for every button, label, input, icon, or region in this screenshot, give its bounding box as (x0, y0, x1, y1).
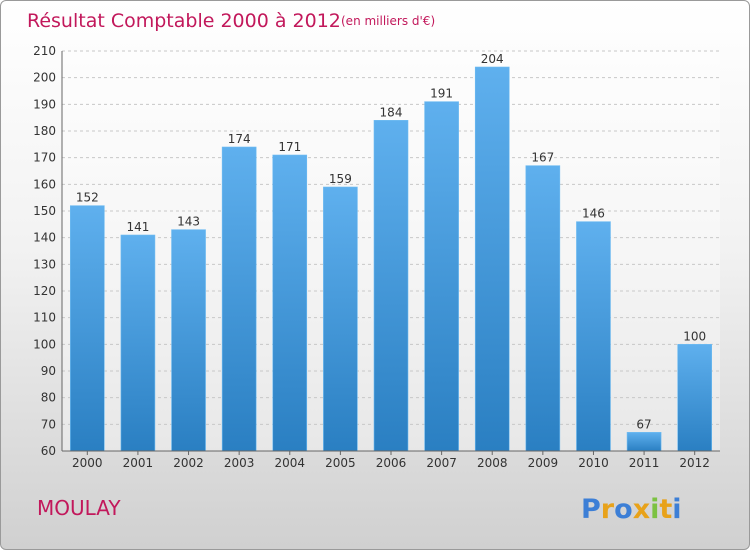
x-tick-label: 2001 (123, 456, 154, 470)
bar (221, 146, 257, 452)
x-tick-label: 2003 (224, 456, 255, 470)
x-tick-label: 2000 (72, 456, 103, 470)
y-tick-label: 200 (33, 71, 56, 85)
logo-letter: o (614, 494, 633, 525)
axis-layer: 60 70 80 90 100 110 120 130 140 150 160 170 180 190 20… (33, 44, 720, 470)
x-tick-label: 2006 (376, 456, 407, 470)
bar-layer: 152 141 143 174 171 159 184 191 204 167 146 67 100 (70, 52, 712, 452)
bar-value-label: 184 (380, 105, 403, 119)
logo-letter: i (650, 494, 659, 525)
chart-subtitle: (en milliers d'€) (341, 14, 435, 28)
bar-value-label: 143 (177, 215, 200, 229)
y-tick-label: 160 (33, 177, 56, 191)
commune-name: MOULAY (37, 496, 121, 520)
logo-letter: x (633, 494, 650, 525)
bar-value-label: 146 (582, 207, 605, 221)
bar (120, 234, 156, 452)
bar-value-label: 174 (228, 132, 251, 146)
y-tick-label: 100 (33, 337, 56, 351)
bar (424, 101, 459, 452)
y-tick-label: 190 (33, 97, 56, 111)
y-tick-label: 110 (33, 311, 56, 325)
bar (70, 205, 105, 452)
bar (626, 432, 662, 452)
y-tick-label: 170 (33, 151, 56, 165)
chart-title: Résultat Comptable 2000 à 2012 (27, 10, 341, 32)
bar-value-label: 171 (278, 140, 301, 154)
y-tick-label: 130 (33, 257, 56, 271)
bar (525, 165, 561, 452)
bar-value-label: 100 (683, 329, 706, 343)
x-tick-label: 2007 (426, 456, 457, 470)
x-tick-label: 2012 (679, 456, 710, 470)
x-tick-label: 2008 (477, 456, 508, 470)
x-tick-label: 2004 (274, 456, 305, 470)
bar (323, 186, 358, 452)
logo-letter: P (581, 494, 601, 525)
bar-value-label: 159 (329, 172, 352, 186)
y-tick-label: 60 (41, 444, 56, 458)
logo-letter: i (672, 494, 681, 525)
bar (373, 120, 409, 452)
x-tick-label: 2009 (528, 456, 559, 470)
y-tick-label: 80 (41, 391, 56, 405)
bar-value-label: 167 (531, 151, 554, 165)
logo-letter: r (601, 494, 615, 525)
proxiti-logo: Proxiti (581, 494, 682, 525)
y-tick-label: 150 (33, 204, 56, 218)
y-tick-label: 70 (41, 417, 56, 431)
y-tick-label: 120 (33, 284, 56, 298)
logo-letter: t (659, 494, 672, 525)
bar-value-label: 152 (76, 191, 99, 205)
bar-value-label: 67 (636, 417, 651, 431)
bar (272, 154, 308, 452)
bar (171, 229, 206, 452)
bar-value-label: 204 (481, 52, 504, 66)
x-tick-label: 2011 (629, 456, 660, 470)
bar (474, 66, 510, 452)
y-tick-label: 140 (33, 231, 56, 245)
x-tick-label: 2010 (578, 456, 609, 470)
bar (677, 344, 712, 452)
x-tick-label: 2002 (173, 456, 204, 470)
x-tick-label: 2005 (325, 456, 356, 470)
bar (576, 221, 611, 452)
y-tick-label: 90 (41, 364, 56, 378)
bar-value-label: 191 (430, 87, 453, 101)
y-tick-label: 180 (33, 124, 56, 138)
y-tick-label: 210 (33, 44, 56, 58)
bar-value-label: 141 (126, 220, 149, 234)
